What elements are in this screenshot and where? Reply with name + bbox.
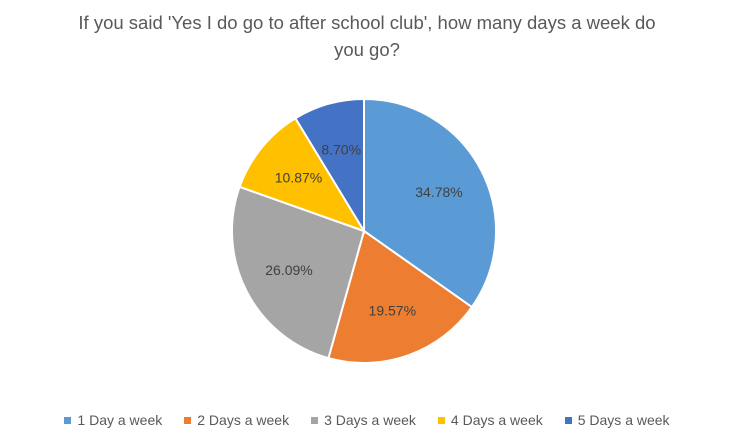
data-label-2-days-a-week: 19.57% bbox=[369, 303, 416, 319]
data-label-1-day-a-week: 34.78% bbox=[415, 184, 462, 200]
pie-slice-5-days-a-week bbox=[294, 97, 365, 235]
pie-slice-2-days-a-week bbox=[327, 229, 474, 364]
data-label-3-days-a-week: 26.09% bbox=[265, 262, 312, 278]
legend-item-5-days-a-week: 5 Days a week bbox=[564, 412, 670, 428]
legend-label: 1 Day a week bbox=[77, 412, 163, 428]
data-label-5-days-a-week: 8.70% bbox=[321, 142, 361, 158]
legend-item-3-days-a-week: 3 Days a week bbox=[311, 412, 416, 428]
data-label-4-days-a-week: 10.87% bbox=[275, 170, 322, 186]
legend-label: 3 Days a week bbox=[324, 412, 416, 428]
legend-swatch bbox=[564, 416, 572, 424]
legend-swatch bbox=[437, 416, 445, 424]
legend-swatch bbox=[184, 416, 192, 424]
pie-slice-4-days-a-week bbox=[238, 116, 367, 233]
pie-slice-1-day-a-week bbox=[363, 97, 497, 309]
chart-title: If you said 'Yes I do go to after school… bbox=[78, 12, 656, 60]
legend-swatch bbox=[311, 416, 319, 424]
legend-item-4-days-a-week: 4 Days a week bbox=[437, 412, 543, 428]
legend-item-2-days-a-week: 2 Days a week bbox=[184, 412, 289, 428]
chart-legend: 1 Day a week 2 Days a week 3 Days a week 4 … bbox=[0, 410, 734, 430]
legend-item-1-day-a-week: 1 Day a week bbox=[64, 412, 162, 428]
legend-label: 4 Days a week bbox=[450, 412, 543, 428]
pie-slice-3-days-a-week bbox=[231, 185, 366, 360]
legend-label: 2 Days a week bbox=[197, 412, 290, 428]
legend-swatch bbox=[64, 416, 72, 424]
legend-label: 5 Days a week bbox=[577, 412, 670, 428]
